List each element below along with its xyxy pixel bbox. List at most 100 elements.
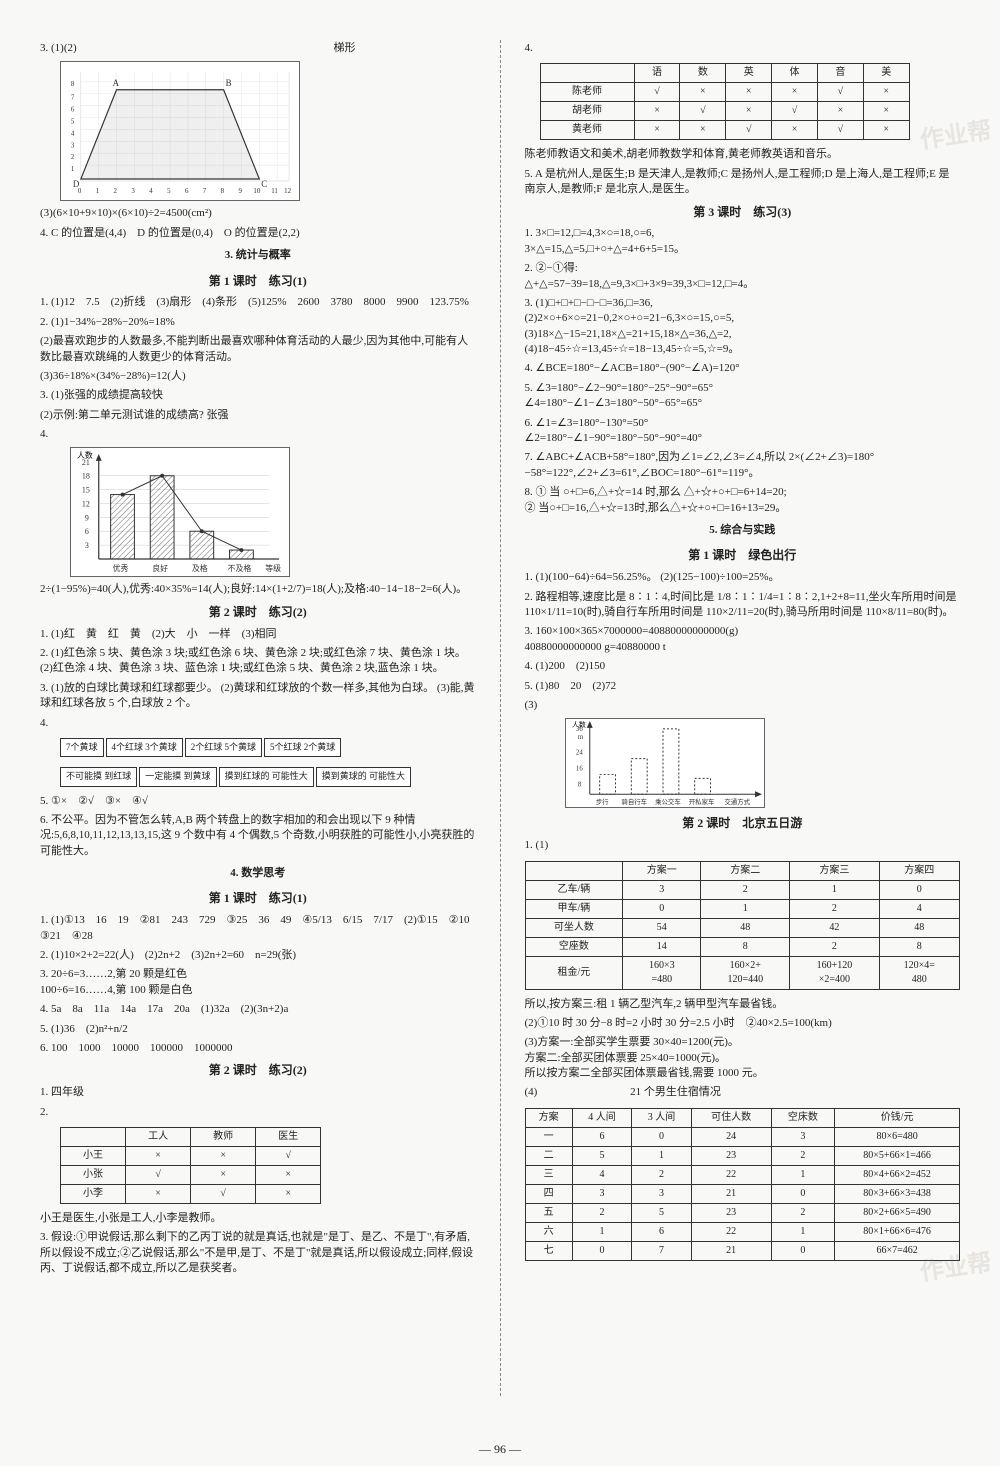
r-q4-prefix: 4.: [525, 41, 961, 56]
ball-box: 4个红球 3个黄球: [106, 738, 183, 757]
svg-text:9: 9: [238, 187, 242, 195]
table-row: 语 数英 体音 美: [540, 64, 909, 83]
section5-sub1: 第 1 课时 绿色出行: [525, 547, 961, 564]
svg-text:12: 12: [284, 187, 291, 195]
ball-box: 摸到黄球的 可能性大: [316, 767, 411, 786]
table-worker: 工人 教师医生 小王××√ 小张√×× 小李×√×: [60, 1127, 321, 1204]
svg-text:2: 2: [71, 154, 75, 162]
ball-box: 一定能摸 到黄球: [139, 767, 216, 786]
ball-box: 5个红球 2个黄球: [264, 738, 341, 757]
s32-4-prefix: 4.: [40, 716, 476, 731]
s52-1: 1. (1): [525, 838, 961, 853]
s52-3: (3)方案一:全部买学生票要 30×40=1200(元)。 方案二:全部买团体票…: [525, 1035, 961, 1081]
s41-1: 1. (1)①13 16 19 ②81 243 729 ③25 36 49 ④5…: [40, 913, 476, 944]
s52-1-text: 所以,按方案三:租 1 辆乙型汽车,2 辆甲型汽车最省钱。: [525, 997, 961, 1012]
s3-2-3: (3)36÷18%×(34%−28%)=12(人): [40, 369, 476, 384]
table-row: 陈老师√×××√×: [540, 83, 909, 102]
svg-text:2: 2: [114, 187, 118, 195]
s41-3: 3. 20÷6=3……2,第 20 颗是红色 100÷6=16……4,第 100…: [40, 967, 476, 998]
svg-text:16: 16: [575, 766, 582, 773]
svg-text:人数: 人数: [77, 450, 93, 460]
s51-5-3: (3): [525, 698, 961, 713]
s3-2-2: (2)最喜欢跑步的人数最多,不能判断出最喜欢哪种体育活动的人最少,因为其他中,可…: [40, 334, 476, 365]
ball-box: 7个黄球: [60, 738, 104, 757]
table-row: 方案一 方案二方案三 方案四: [525, 861, 960, 880]
bar-chart-2: 816 24m36 人数 步行骑自行车 乘公交车开私家车 交通方式: [565, 718, 765, 808]
s32-6: 6. 不公平。因为不管怎么转,A,B 两个转盘上的数字相加的和会出现以下 9 种…: [40, 813, 476, 859]
table-row: 小王××√: [61, 1146, 321, 1165]
table-row: 乙车/辆3210: [525, 880, 960, 899]
svg-text:开私家车: 开私家车: [688, 797, 714, 806]
ball-box: 不可能摸 到红球: [60, 767, 137, 786]
section3-title: 3. 统计与概率: [40, 248, 476, 263]
table-row: 六1622180×1+66×6=476: [525, 1222, 960, 1241]
s42-3: 3. 假设:①甲说假话,那么剩下的乙丙丁说的就是真话,也就是"是丁、是乙、不是丁…: [40, 1230, 476, 1276]
s32-1: 1. (1)红 黄 红 黄 (2)大 小 一样 (3)相同: [40, 627, 476, 642]
s51-4: 4. (1)200 (2)150: [525, 659, 961, 674]
s3-2-1: 2. (1)1−34%−28%−20%=18%: [40, 315, 476, 330]
svg-text:步行: 步行: [595, 797, 608, 806]
table-row: 小张√××: [61, 1165, 321, 1184]
svg-text:C: C: [261, 179, 267, 189]
s43-1: 1. 3×□=12,□=4,3×○=18,○=6, 3×△=15,△=5,□+○…: [525, 226, 961, 257]
section43-title: 第 3 课时 练习(3): [525, 204, 961, 221]
s51-3: 3. 160×100×365×7000000=40880000000000(g)…: [525, 624, 961, 655]
s52-2: (2)①10 时 30 分−8 时=2 小时 30 分=2.5 小时 ②40×2…: [525, 1016, 961, 1031]
column-divider: [500, 40, 501, 1396]
svg-text:10: 10: [253, 187, 260, 195]
s41-4: 4. 5a 8a 11a 14a 17a 20a (1)32a (2)(3n+2…: [40, 1002, 476, 1017]
svg-text:6: 6: [71, 106, 75, 114]
table-teacher: 语 数英 体音 美 陈老师√×××√× 胡老师×√×√×× 黄老师××√×√×: [540, 63, 910, 140]
table-row: 三4222180×4+66×2=452: [525, 1165, 960, 1184]
s32-5: 5. ①× ②√ ③× ④√: [40, 794, 476, 809]
s3-4-prefix: 4.: [40, 427, 476, 442]
s43-7: 7. ∠ABC+∠ACB+58°=180°,因为∠1=∠2,∠3=∠4,所以 2…: [525, 450, 961, 481]
table-row: 四3321080×3+66×3=438: [525, 1184, 960, 1203]
s3-3-2: (2)示例:第二单元测试谁的成绩高? 张强: [40, 408, 476, 423]
s3-1: 1. (1)12 7.5 (2)折线 (3)扇形 (4)条形 (5)125% 2…: [40, 295, 476, 310]
svg-text:11: 11: [271, 187, 278, 195]
table-row: 方案4 人间 3 人间可住人数 空床数价钱/元: [525, 1108, 960, 1127]
r-q5: 5. A 是杭州人,是医生;B 是天津人,是教师;C 是扬州人,是工程师;D 是…: [525, 167, 961, 198]
svg-text:5: 5: [71, 118, 75, 126]
s43-2: 2. ②−①得: △+△=57−39=18,△=9,3×□+3×9=39,3×□…: [525, 261, 961, 292]
svg-text:18: 18: [82, 472, 90, 481]
s42-2-prefix: 2.: [40, 1105, 476, 1120]
section3-sub2: 第 2 课时 练习(2): [40, 604, 476, 621]
section4-sub2: 第 2 课时 练习(2): [40, 1062, 476, 1079]
svg-text:9: 9: [85, 514, 89, 523]
svg-text:8: 8: [577, 782, 581, 789]
trapezoid-label: 梯形: [334, 41, 356, 56]
section4-sub1: 第 1 课时 练习(1): [40, 890, 476, 907]
svg-text:等级: 等级: [265, 563, 281, 573]
svg-text:优秀: 优秀: [113, 563, 129, 573]
svg-text:良好: 良好: [152, 563, 168, 573]
svg-text:3: 3: [71, 142, 75, 150]
svg-text:A: A: [113, 78, 120, 88]
ball-boxes-bot: 不可能摸 到红球 一定能摸 到黄球 摸到红球的 可能性大 摸到黄球的 可能性大: [60, 767, 476, 786]
svg-text:6: 6: [85, 528, 89, 537]
q3-3: (3)(6×10+9×10)×(6×10)÷2=4500(cm²): [40, 206, 476, 221]
q3-prefix: 3. (1)(2) 梯形: [40, 41, 476, 56]
ball-box: 2个红球 5个黄球: [185, 738, 262, 757]
table-row: 七0721066×7=462: [525, 1241, 960, 1260]
s41-5: 5. (1)36 (2)n²+n/2: [40, 1022, 476, 1037]
table-row: 五2523280×2+66×5=490: [525, 1203, 960, 1222]
table-room: 方案4 人间 3 人间可住人数 空床数价钱/元 一6024380×6=480 二…: [525, 1108, 961, 1261]
svg-text:6: 6: [185, 187, 189, 195]
q4: 4. C 的位置是(4,4) D 的位置是(0,4) O 的位置是(2,2): [40, 226, 476, 241]
ball-box: 摸到红球的 可能性大: [219, 767, 314, 786]
table-row: 租金/元160×3 =480160×2+ 120=440160+120 ×2=4…: [525, 956, 960, 989]
svg-text:骑自行车: 骑自行车: [621, 797, 647, 806]
s43-5: 5. ∠3=180°−∠2−90°=180°−25°−90°=65° ∠4=18…: [525, 381, 961, 412]
trapezoid-chart: A B C D 012 345 678 9101112 123 456 78: [60, 61, 300, 201]
section4-title: 4. 数学思考: [40, 866, 476, 881]
right-column: 4. 语 数英 体音 美 陈老师√×××√× 胡老师×√×√×× 黄老师××√×…: [525, 40, 961, 1396]
s43-6: 6. ∠1=∠3=180°−130°=50° ∠2=180°−∠1−90°=18…: [525, 416, 961, 447]
svg-text:m: m: [577, 734, 583, 741]
section3-sub1: 第 1 课时 练习(1): [40, 273, 476, 290]
page-content: 3. (1)(2) 梯形 A B C: [0, 0, 1000, 1426]
svg-text:8: 8: [221, 187, 225, 195]
svg-text:1: 1: [71, 165, 75, 173]
svg-text:交通方式: 交通方式: [724, 797, 750, 806]
